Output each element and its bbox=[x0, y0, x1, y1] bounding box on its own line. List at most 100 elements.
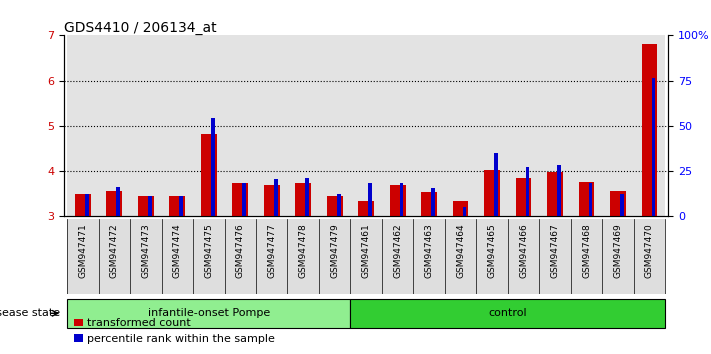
Text: control: control bbox=[488, 308, 527, 318]
Bar bbox=[547, 172, 563, 216]
Bar bbox=[571, 35, 602, 216]
Bar bbox=[602, 219, 634, 294]
Bar bbox=[117, 187, 120, 216]
Bar bbox=[242, 183, 246, 216]
FancyBboxPatch shape bbox=[351, 299, 665, 328]
Bar bbox=[571, 219, 602, 294]
Bar bbox=[85, 194, 89, 216]
Bar bbox=[107, 191, 122, 216]
Bar bbox=[75, 194, 91, 216]
Bar bbox=[319, 35, 351, 216]
Bar bbox=[319, 219, 351, 294]
Bar bbox=[413, 219, 445, 294]
Bar bbox=[390, 185, 405, 216]
Bar bbox=[351, 219, 382, 294]
Bar bbox=[193, 219, 225, 294]
Bar bbox=[351, 35, 382, 216]
Bar bbox=[264, 185, 279, 216]
Bar bbox=[651, 78, 656, 216]
Bar bbox=[161, 35, 193, 216]
Bar bbox=[484, 170, 500, 216]
Text: GSM947462: GSM947462 bbox=[393, 223, 402, 278]
Bar bbox=[515, 178, 531, 216]
Text: GSM947472: GSM947472 bbox=[110, 223, 119, 278]
Bar bbox=[508, 219, 539, 294]
Bar bbox=[287, 35, 319, 216]
Bar bbox=[274, 179, 277, 216]
Bar bbox=[99, 219, 130, 294]
Bar bbox=[295, 183, 311, 216]
Bar bbox=[539, 219, 571, 294]
Bar bbox=[589, 183, 592, 216]
Bar bbox=[256, 35, 287, 216]
Bar bbox=[201, 134, 217, 216]
Bar bbox=[431, 188, 435, 216]
Text: GSM947467: GSM947467 bbox=[550, 223, 560, 278]
Text: GSM947464: GSM947464 bbox=[456, 223, 465, 278]
Bar bbox=[476, 35, 508, 216]
Text: infantile-onset Pompe: infantile-onset Pompe bbox=[148, 308, 270, 318]
Bar bbox=[445, 35, 476, 216]
Text: GDS4410 / 206134_at: GDS4410 / 206134_at bbox=[64, 21, 217, 35]
Bar bbox=[463, 207, 466, 216]
Bar bbox=[421, 192, 437, 216]
Bar bbox=[256, 219, 287, 294]
Bar bbox=[193, 35, 225, 216]
Bar bbox=[337, 194, 341, 216]
Bar bbox=[382, 219, 413, 294]
Bar bbox=[610, 191, 626, 216]
FancyBboxPatch shape bbox=[67, 299, 351, 328]
Text: GSM947471: GSM947471 bbox=[78, 223, 87, 278]
Bar bbox=[67, 219, 99, 294]
Text: GSM947469: GSM947469 bbox=[614, 223, 622, 278]
Text: GSM947473: GSM947473 bbox=[141, 223, 150, 278]
Bar bbox=[641, 44, 658, 216]
Bar bbox=[602, 35, 634, 216]
Bar bbox=[358, 201, 374, 216]
Bar bbox=[634, 219, 665, 294]
Bar bbox=[494, 153, 498, 216]
Bar bbox=[525, 167, 530, 216]
Text: GSM947476: GSM947476 bbox=[236, 223, 245, 278]
Bar bbox=[634, 35, 665, 216]
Bar bbox=[138, 196, 154, 216]
Bar bbox=[130, 35, 161, 216]
Bar bbox=[445, 219, 476, 294]
Text: GSM947478: GSM947478 bbox=[299, 223, 308, 278]
Bar bbox=[287, 219, 319, 294]
Text: GSM947479: GSM947479 bbox=[330, 223, 339, 278]
Bar bbox=[539, 35, 571, 216]
Text: GSM947475: GSM947475 bbox=[204, 223, 213, 278]
Bar bbox=[368, 183, 372, 216]
Bar bbox=[305, 178, 309, 216]
Bar bbox=[225, 219, 256, 294]
Bar bbox=[453, 201, 469, 216]
Bar bbox=[413, 35, 445, 216]
Text: GSM947468: GSM947468 bbox=[582, 223, 591, 278]
Bar bbox=[99, 35, 130, 216]
Bar bbox=[508, 35, 539, 216]
Text: GSM947463: GSM947463 bbox=[424, 223, 434, 278]
Text: GSM947461: GSM947461 bbox=[362, 223, 370, 278]
Text: GSM947474: GSM947474 bbox=[173, 223, 182, 278]
Bar bbox=[225, 35, 256, 216]
Bar bbox=[130, 219, 161, 294]
Bar bbox=[579, 182, 594, 216]
Text: GSM947465: GSM947465 bbox=[488, 223, 496, 278]
Bar bbox=[161, 219, 193, 294]
Text: GSM947470: GSM947470 bbox=[645, 223, 654, 278]
Legend: transformed count, percentile rank within the sample: transformed count, percentile rank withi… bbox=[70, 314, 279, 348]
Bar bbox=[232, 183, 248, 216]
Bar bbox=[148, 196, 151, 216]
Bar bbox=[169, 196, 185, 216]
Bar bbox=[67, 35, 99, 216]
Bar bbox=[179, 196, 183, 216]
Bar bbox=[620, 194, 624, 216]
Text: GSM947466: GSM947466 bbox=[519, 223, 528, 278]
Bar bbox=[557, 165, 561, 216]
Text: GSM947477: GSM947477 bbox=[267, 223, 277, 278]
Bar bbox=[400, 183, 403, 216]
Bar bbox=[382, 35, 413, 216]
Bar bbox=[211, 118, 215, 216]
Text: disease state: disease state bbox=[0, 308, 60, 318]
